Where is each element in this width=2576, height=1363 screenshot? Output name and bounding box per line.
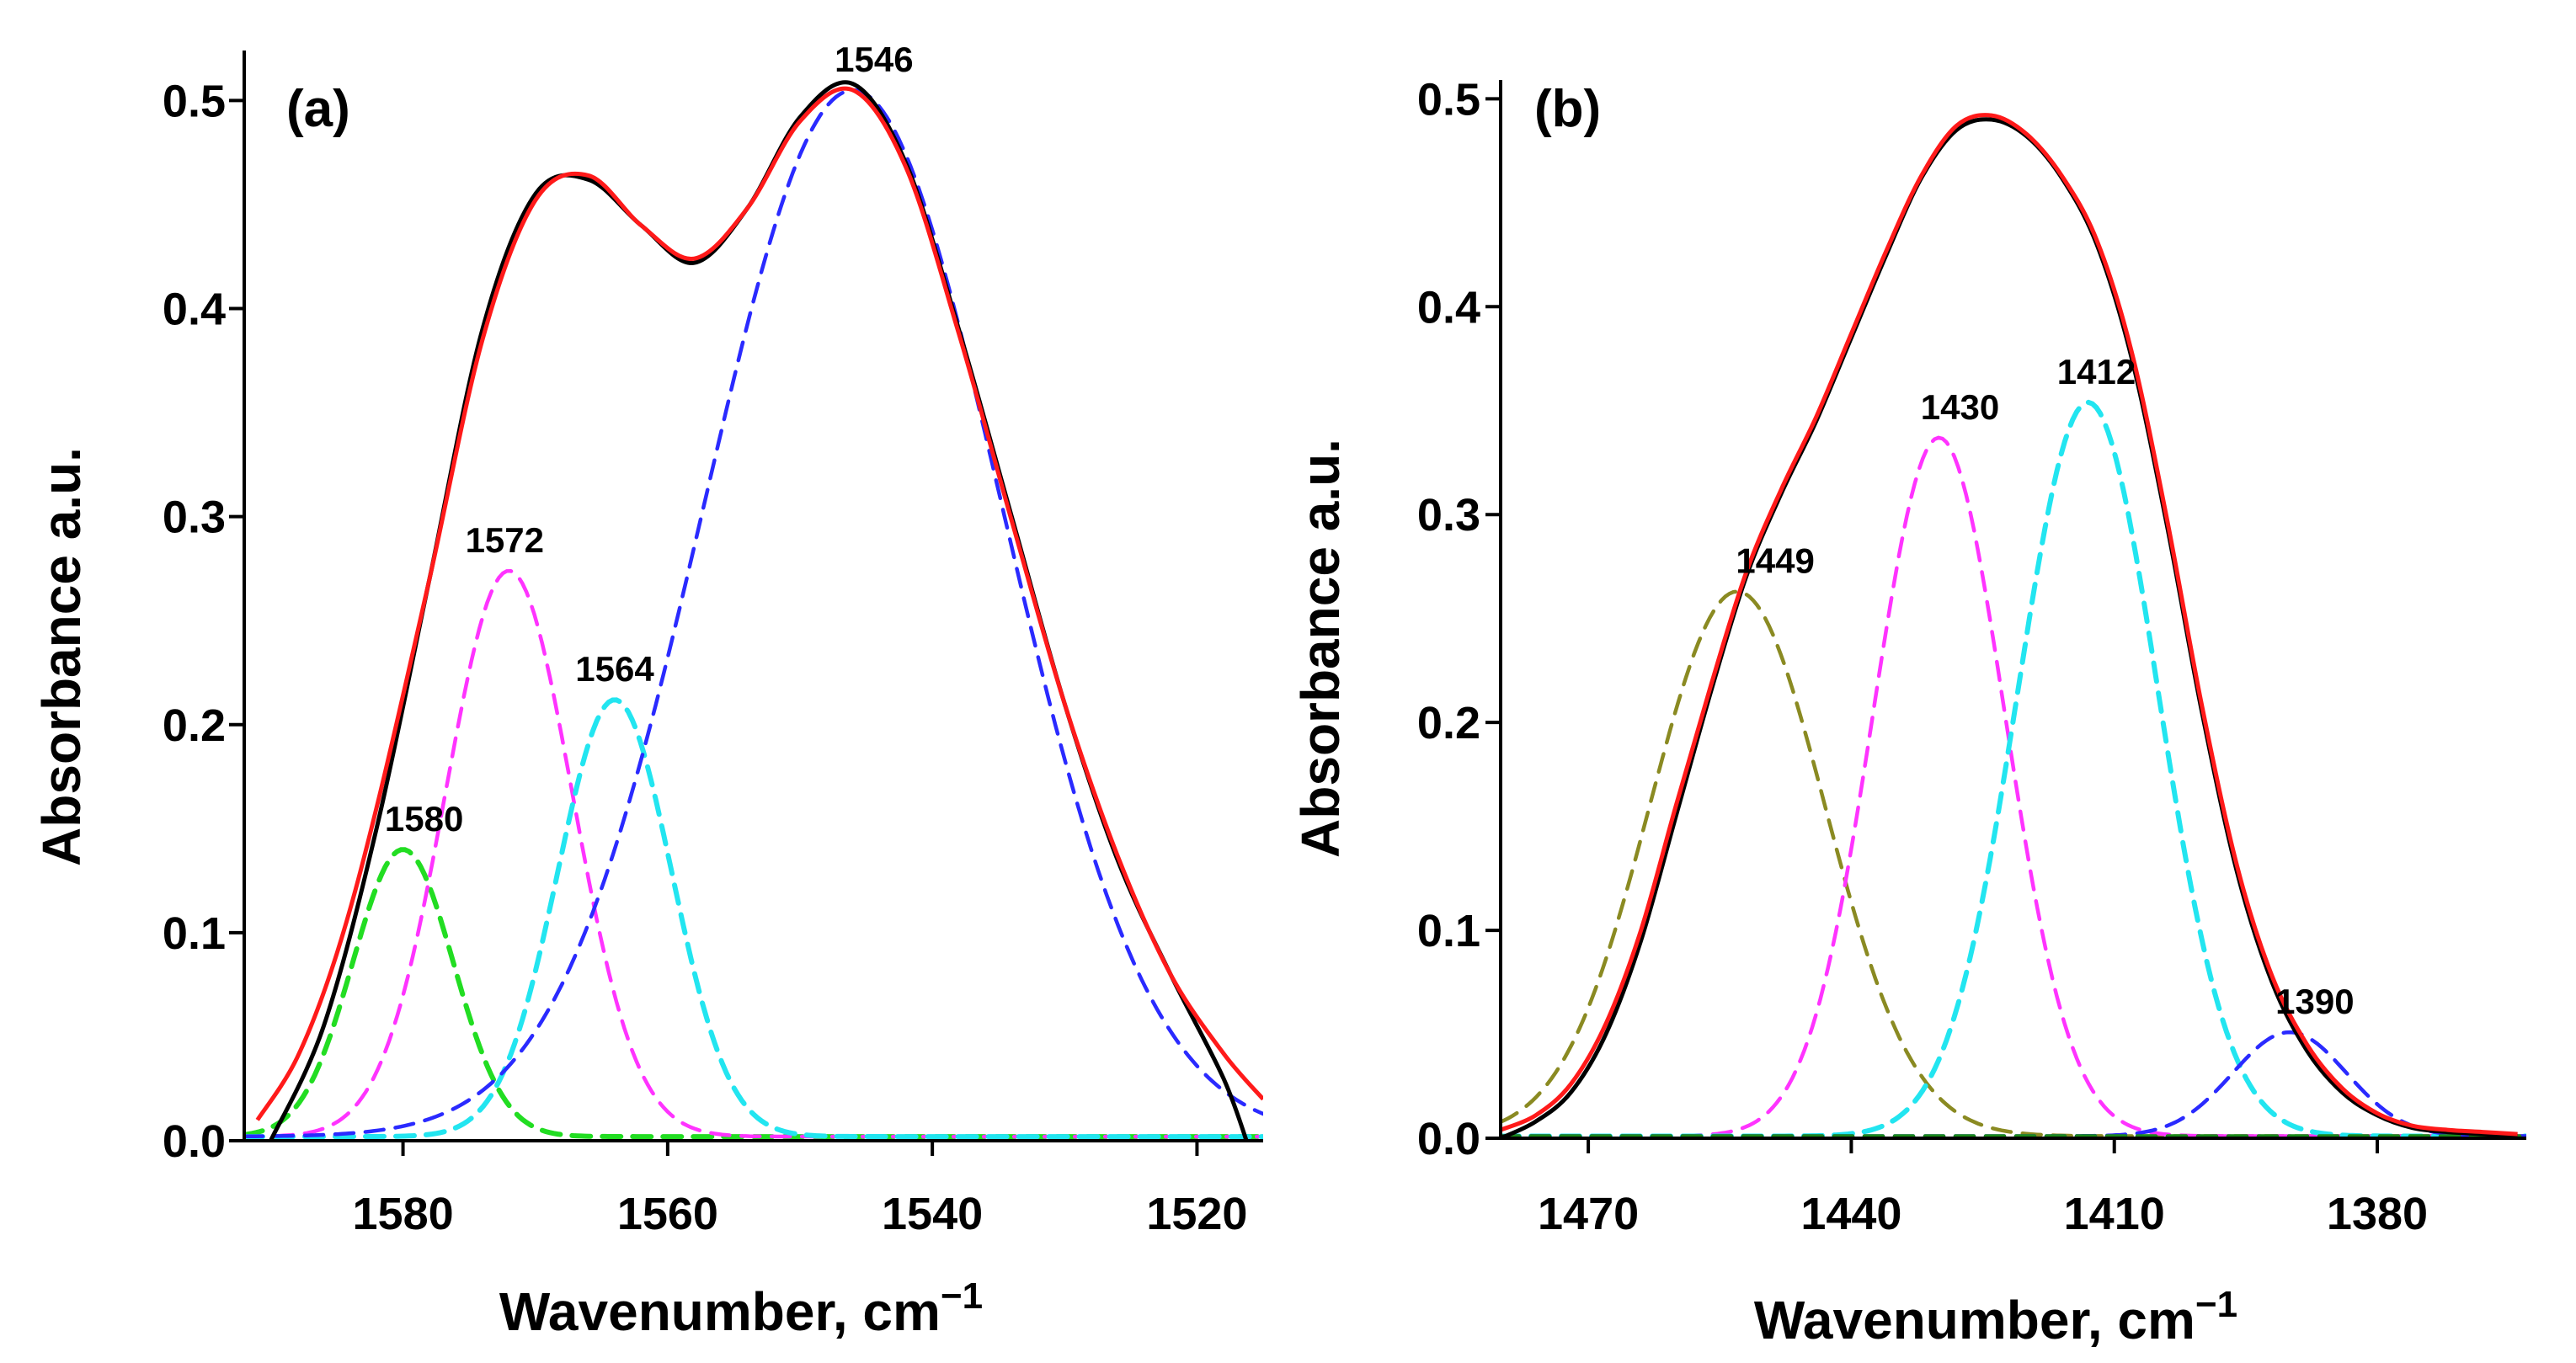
y-tick-label: 0.4 [163,285,226,335]
panel-a-data-layer: 1580 1572 1564 1546 [244,40,1263,1141]
panel-a-axes-layer: (a) Absorbance a.u. Wavenumber, cm−1 0.0… [31,51,1263,1342]
y-tick-label: 0.3 [1417,490,1480,540]
x-tick-label: 1470 [1538,1189,1639,1239]
fit-curve [1501,113,2518,1137]
peak-label-1564: 1564 [575,649,654,689]
peak-label-1449: 1449 [1736,541,1814,581]
y-tick-label: 0.3 [163,492,226,543]
panel-b-plot-area [1501,113,2526,1138]
panel-b-data-layer: 1449 1430 1412 1390 [1501,113,2526,1138]
peak-label-1430: 1430 [1921,387,1999,427]
panel-a-label: (a) [286,80,350,138]
x-tick-label: 1440 [1800,1189,1901,1239]
y-tick-label: 0.0 [163,1116,226,1167]
x-tick-label: 1540 [882,1189,983,1239]
component-curve-1564 [244,697,1263,1140]
component-curve-1546 [244,88,1263,1139]
panel-b-label: (b) [1534,80,1601,138]
panel-a-x-axis-title: Wavenumber, cm−1 [499,1275,983,1342]
x-tick-label: 1380 [2327,1189,2428,1239]
panel-a-x-axis-title-main: Wavenumber, cm [499,1281,941,1342]
y-tick-label: 0.2 [1417,698,1480,748]
peak-label-1546: 1546 [835,40,913,79]
y-tick-label: 0.4 [1417,282,1480,333]
x-tick-label: 1520 [1146,1189,1247,1239]
chart-panel-b: 1449 1430 1412 1390 (b) Absorbance a.u. Wav… [1290,74,2526,1350]
y-tick-label: 0.1 [163,908,226,959]
y-tick-label: 0.1 [1417,906,1480,956]
x-tick-label: 1560 [617,1189,718,1239]
y-tick-label: 0.5 [1417,74,1480,125]
y-tick-label: 0.0 [1417,1114,1480,1164]
panel-a-y-axis-title: Absorbance a.u. [31,447,92,866]
fit-curve [255,86,1263,1121]
peak-label-1390: 1390 [2275,982,2354,1021]
x-tick-label: 1410 [2064,1189,2165,1239]
experimental-curve [1501,117,2518,1138]
panel-a-x-axis-title-sup: −1 [941,1275,983,1317]
panel-b-y-axis-title: Absorbance a.u. [1290,439,1351,858]
chart-panel-a: 1580 1572 1564 1546 (a) Absorbance a.u. Wav… [31,40,1263,1342]
x-tick-label: 1580 [353,1189,454,1239]
peak-label-1580: 1580 [385,799,463,839]
y-tick-label: 0.2 [163,700,226,751]
panel-a-plot-area [244,80,1263,1141]
panel-b-axes-layer: (b) Absorbance a.u. Wavenumber, cm−1 0.0… [1290,74,2526,1350]
peak-label-1572: 1572 [466,520,544,560]
panel-b-x-axis-title-sup: −1 [2195,1284,2237,1325]
panel-b-x-axis-title: Wavenumber, cm−1 [1754,1284,2237,1350]
panel-b-x-axis-title-main: Wavenumber, cm [1754,1290,2195,1350]
peak-label-1412: 1412 [2057,352,2136,391]
y-tick-label: 0.5 [163,76,226,126]
